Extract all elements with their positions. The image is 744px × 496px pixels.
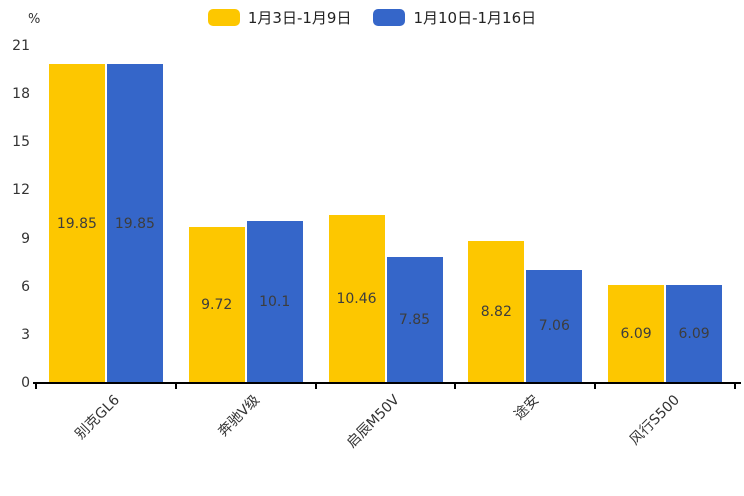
bar xyxy=(106,64,163,383)
x-axis-tick xyxy=(314,383,317,389)
chart-legend: 1月3日-1月9日 1月10日-1月16日 xyxy=(0,7,744,28)
bar xyxy=(328,215,385,383)
bar-value-label: 19.85 xyxy=(56,215,97,232)
bar-value-label: 8.82 xyxy=(480,304,512,321)
bar-value-label: 19.85 xyxy=(114,215,155,232)
bar-value-label: 6.09 xyxy=(678,326,710,343)
bar-value-label: 7.06 xyxy=(538,318,570,335)
y-tick-label: 18 xyxy=(12,86,30,103)
y-tick-label: 0 xyxy=(21,375,30,391)
bar xyxy=(608,285,665,383)
legend-item[interactable]: 1月3日-1月9日 xyxy=(207,7,352,28)
bar-value-label: 10.1 xyxy=(259,293,291,310)
x-axis-line xyxy=(33,382,741,384)
y-axis-unit-label: % xyxy=(28,12,41,27)
y-tick-label: 15 xyxy=(12,134,30,151)
x-axis-tick xyxy=(174,383,177,389)
x-axis-category-label: 风行S500 xyxy=(626,392,683,449)
bar xyxy=(246,220,303,383)
y-tick-label: 21 xyxy=(12,38,30,54)
y-tick-label: 3 xyxy=(21,326,30,343)
y-tick-label: 9 xyxy=(21,230,30,247)
x-axis-category-label: 奔驰V级 xyxy=(215,392,264,440)
bar-value-label: 7.85 xyxy=(398,312,431,328)
bar xyxy=(48,64,105,383)
y-tick-label: 6 xyxy=(21,278,30,295)
x-axis-category-label: 启辰M50V xyxy=(343,392,403,452)
legend-swatch xyxy=(373,9,406,26)
x-axis-category-label: 途安 xyxy=(511,392,543,424)
x-axis-tick xyxy=(454,383,457,389)
x-axis-category-label: 别克GL6 xyxy=(72,392,124,443)
legend-label: 1月3日-1月9日 xyxy=(247,9,352,27)
bar xyxy=(188,227,245,383)
x-axis-tick xyxy=(734,383,736,389)
bar xyxy=(386,257,443,383)
y-tick-label: 12 xyxy=(12,182,30,199)
legend-swatch xyxy=(207,9,240,26)
legend-item[interactable]: 1月10日-1月16日 xyxy=(373,7,536,28)
bar-value-label: 9.72 xyxy=(201,297,233,313)
legend-label: 1月10日-1月16日 xyxy=(413,9,537,27)
bar xyxy=(468,241,525,383)
bar xyxy=(526,269,583,383)
x-axis-tick xyxy=(594,383,597,389)
x-axis-tick xyxy=(35,383,37,389)
bar-value-label: 10.46 xyxy=(336,291,377,308)
bar-value-label: 6.09 xyxy=(620,326,652,343)
bar xyxy=(666,285,723,383)
